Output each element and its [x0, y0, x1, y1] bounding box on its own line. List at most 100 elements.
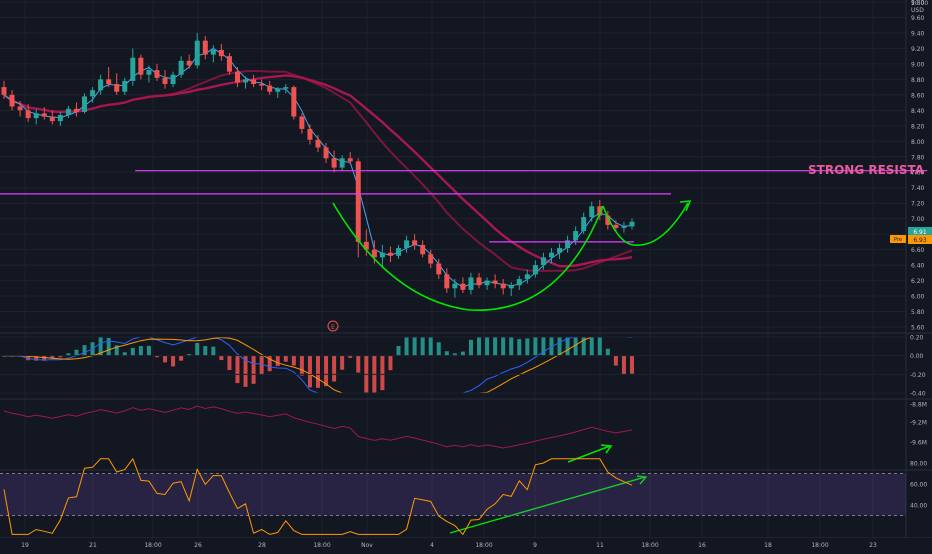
macd-hist-4 — [34, 355, 39, 361]
macd-tick-2: -0.20 — [910, 372, 926, 379]
candle-body-63 — [508, 285, 514, 289]
candle-body-16 — [130, 57, 136, 81]
candle-body-10 — [82, 96, 88, 112]
macd-hist-64 — [517, 339, 522, 356]
macd-hist-33 — [267, 355, 272, 372]
candle-body-13 — [106, 79, 112, 85]
pre-price-tag-bg — [890, 235, 906, 243]
cup-curve[interactable] — [332, 202, 604, 311]
macd-hist-48 — [388, 355, 393, 371]
rsi-tick-1: 60.00 — [910, 482, 927, 489]
candle-body-33 — [267, 85, 273, 92]
macd-tick-3: -0.40 — [910, 391, 926, 398]
macd-hist-52 — [420, 337, 425, 356]
candle-body-0 — [1, 87, 7, 95]
macd-hist-14 — [114, 345, 119, 356]
macd-hist-25 — [203, 346, 208, 356]
macd-hist-26 — [211, 346, 216, 356]
candle-body-65 — [524, 274, 530, 280]
time-tick-14: 18:00 — [811, 542, 828, 549]
price-tick-18: 6.20 — [911, 278, 925, 285]
candle-body-5 — [41, 113, 47, 117]
candle-body-23 — [186, 60, 192, 66]
horizontal-levels — [0, 170, 928, 243]
candle-body-44 — [355, 161, 361, 242]
rsi-tick-2: 40.00 — [910, 503, 927, 510]
macd-tick-0: 0.20 — [910, 335, 924, 342]
candle-body-46 — [371, 249, 377, 258]
candle-body-36 — [291, 87, 297, 117]
macd-hist-55 — [444, 351, 449, 356]
price-tick-19: 6.00 — [911, 294, 925, 301]
candle-body-21 — [170, 74, 176, 85]
time-tick-11: 18:00 — [641, 542, 658, 549]
rsi-line — [3, 457, 633, 536]
candle-body-20 — [162, 77, 168, 85]
candle-body-68 — [548, 252, 554, 258]
macd-hist-63 — [509, 337, 514, 356]
price-tick-13: 7.20 — [911, 201, 925, 208]
price-tick-5: 8.80 — [911, 77, 925, 84]
candle-body-62 — [500, 283, 506, 289]
candle-body-78 — [629, 221, 635, 227]
rsi-trend-arrow[interactable] — [449, 476, 646, 534]
macd-hist-13 — [106, 337, 111, 356]
time-axis-bg — [0, 538, 932, 550]
macd-hist-47 — [380, 355, 385, 391]
candle-body-47 — [379, 252, 385, 258]
obv-trend-arrow[interactable] — [567, 445, 611, 463]
macd-hist-23 — [187, 354, 192, 356]
time-tick-6: Nov — [361, 542, 373, 549]
candle-body-27 — [218, 49, 224, 57]
macd-hist-76 — [613, 355, 618, 366]
obv-pane — [3, 405, 633, 449]
candle-body-19 — [154, 70, 160, 78]
grid-lines — [0, 0, 906, 538]
macd-hist-41 — [332, 355, 337, 382]
macd-hist-15 — [122, 352, 127, 356]
price-tick-6: 8.60 — [911, 92, 925, 99]
price-tick-9: 8.00 — [911, 139, 925, 146]
macd-hist-32 — [259, 355, 264, 375]
candle-body-32 — [259, 84, 265, 86]
candle-body-24 — [194, 40, 200, 66]
candle-body-6 — [49, 116, 55, 122]
time-tick-0: 19 — [21, 542, 29, 549]
candle-body-45 — [363, 241, 369, 250]
candle-body-37 — [299, 116, 305, 129]
macd-hist-44 — [356, 355, 361, 373]
macd-hist-60 — [485, 337, 490, 356]
candle-body-11 — [90, 90, 96, 97]
candle-body-17 — [138, 57, 144, 75]
time-tick-3: 26 — [194, 542, 202, 549]
candle-body-49 — [396, 248, 402, 256]
macd-hist-29 — [235, 355, 240, 384]
candle-body-38 — [307, 128, 313, 140]
candle-body-4 — [33, 113, 39, 119]
last-price-badge: 6.91 — [908, 227, 932, 236]
price-axis[interactable]: 0.20 0.00 -0.20 -0.40 -8.8M -9.2M -9.6M 80.00 60… — [910, 0, 927, 510]
projection-arrowhead — [679, 200, 692, 212]
candle-body-30 — [243, 79, 249, 83]
macd-hist-70 — [565, 337, 570, 356]
axis-top-label: 10.00 — [911, 0, 928, 7]
event-marker[interactable]: E — [327, 320, 339, 332]
price-tick-1: 9.60 — [911, 15, 925, 22]
time-tick-9: 9 — [533, 542, 537, 549]
candle-body-28 — [226, 56, 232, 72]
candle-body-73 — [589, 206, 595, 218]
candle-body-60 — [484, 280, 490, 286]
macd-hist-73 — [589, 337, 594, 356]
macd-hist-51 — [412, 337, 417, 356]
pre-price-tag: Pre — [894, 237, 902, 243]
macd-hist-69 — [557, 337, 562, 356]
candle-body-52 — [420, 244, 426, 255]
candle-body-55 — [444, 274, 450, 289]
time-tick-1: 21 — [89, 542, 97, 549]
macd-hist-67 — [541, 337, 546, 356]
candle-body-40 — [323, 147, 329, 159]
time-axis[interactable]: 19 21 18:00 26 28 18:00 Nov 4 18:00 9 11 18:00 16 18 1… — [0, 538, 932, 550]
handle-projection-curve[interactable] — [602, 202, 689, 246]
